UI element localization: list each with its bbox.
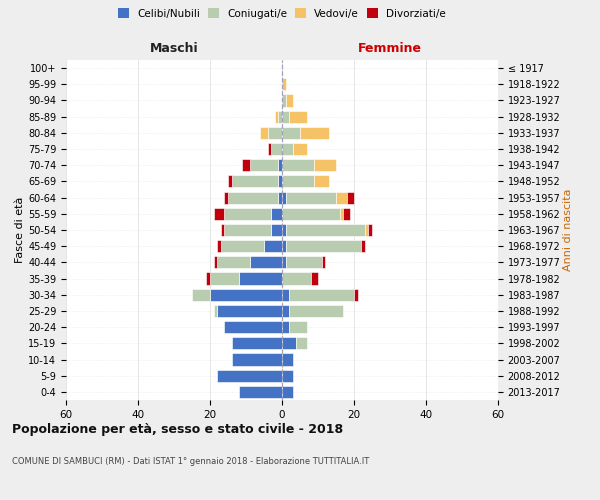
Bar [343, 208, 350, 220]
Bar [192, 288, 210, 301]
Bar [217, 256, 250, 268]
Bar [217, 240, 221, 252]
Bar [347, 192, 354, 203]
Bar [214, 208, 224, 220]
Bar [214, 305, 217, 317]
Bar [311, 272, 318, 284]
Bar [289, 321, 307, 333]
Bar [264, 240, 282, 252]
Bar [282, 159, 314, 172]
Bar [224, 224, 271, 236]
Bar [250, 256, 282, 268]
Bar [232, 354, 282, 366]
Bar [232, 176, 278, 188]
Bar [250, 159, 278, 172]
Bar [275, 110, 278, 122]
Bar [271, 224, 282, 236]
Bar [282, 192, 286, 203]
Bar [224, 208, 271, 220]
Bar [365, 224, 368, 236]
Bar [282, 321, 289, 333]
Bar [282, 94, 286, 106]
Bar [322, 256, 325, 268]
Bar [300, 127, 329, 139]
Bar [282, 208, 340, 220]
Bar [336, 192, 347, 203]
Bar [278, 192, 282, 203]
Bar [221, 224, 224, 236]
Bar [282, 240, 286, 252]
Text: Popolazione per età, sesso e stato civile - 2018: Popolazione per età, sesso e stato civil… [12, 422, 343, 436]
Bar [282, 338, 296, 349]
Bar [232, 338, 282, 349]
Bar [210, 288, 282, 301]
Bar [206, 272, 210, 284]
Bar [239, 386, 282, 398]
Bar [289, 110, 307, 122]
Bar [340, 208, 343, 220]
Bar [361, 240, 365, 252]
Bar [282, 305, 289, 317]
Bar [268, 143, 271, 155]
Bar [282, 176, 314, 188]
Y-axis label: Anni di nascita: Anni di nascita [563, 188, 574, 271]
Text: Femmine: Femmine [358, 42, 422, 55]
Bar [282, 272, 311, 284]
Bar [354, 288, 358, 301]
Bar [282, 110, 289, 122]
Bar [282, 256, 286, 268]
Bar [217, 305, 282, 317]
Bar [228, 192, 278, 203]
Bar [224, 321, 282, 333]
Bar [214, 256, 217, 268]
Bar [286, 240, 361, 252]
Bar [239, 272, 282, 284]
Bar [282, 224, 286, 236]
Bar [271, 208, 282, 220]
Bar [286, 256, 322, 268]
Bar [293, 143, 307, 155]
Bar [260, 127, 268, 139]
Bar [368, 224, 372, 236]
Text: Maschi: Maschi [149, 42, 199, 55]
Bar [282, 78, 286, 90]
Bar [314, 176, 329, 188]
Bar [286, 94, 293, 106]
Y-axis label: Fasce di età: Fasce di età [15, 197, 25, 263]
Text: COMUNE DI SAMBUCI (RM) - Dati ISTAT 1° gennaio 2018 - Elaborazione TUTTITALIA.IT: COMUNE DI SAMBUCI (RM) - Dati ISTAT 1° g… [12, 458, 369, 466]
Bar [217, 370, 282, 382]
Bar [282, 354, 293, 366]
Bar [282, 386, 293, 398]
Bar [268, 127, 282, 139]
Bar [282, 127, 300, 139]
Bar [296, 338, 307, 349]
Bar [271, 143, 282, 155]
Bar [282, 143, 293, 155]
Bar [282, 370, 293, 382]
Bar [289, 305, 343, 317]
Bar [210, 272, 239, 284]
Bar [289, 288, 354, 301]
Legend: Celibi/Nubili, Coniugati/e, Vedovi/e, Divorziati/e: Celibi/Nubili, Coniugati/e, Vedovi/e, Di… [115, 5, 449, 21]
Bar [286, 192, 336, 203]
Bar [278, 159, 282, 172]
Bar [278, 110, 282, 122]
Bar [224, 192, 228, 203]
Bar [242, 159, 250, 172]
Bar [314, 159, 336, 172]
Bar [278, 176, 282, 188]
Bar [228, 176, 232, 188]
Bar [282, 288, 289, 301]
Bar [286, 224, 365, 236]
Bar [221, 240, 264, 252]
